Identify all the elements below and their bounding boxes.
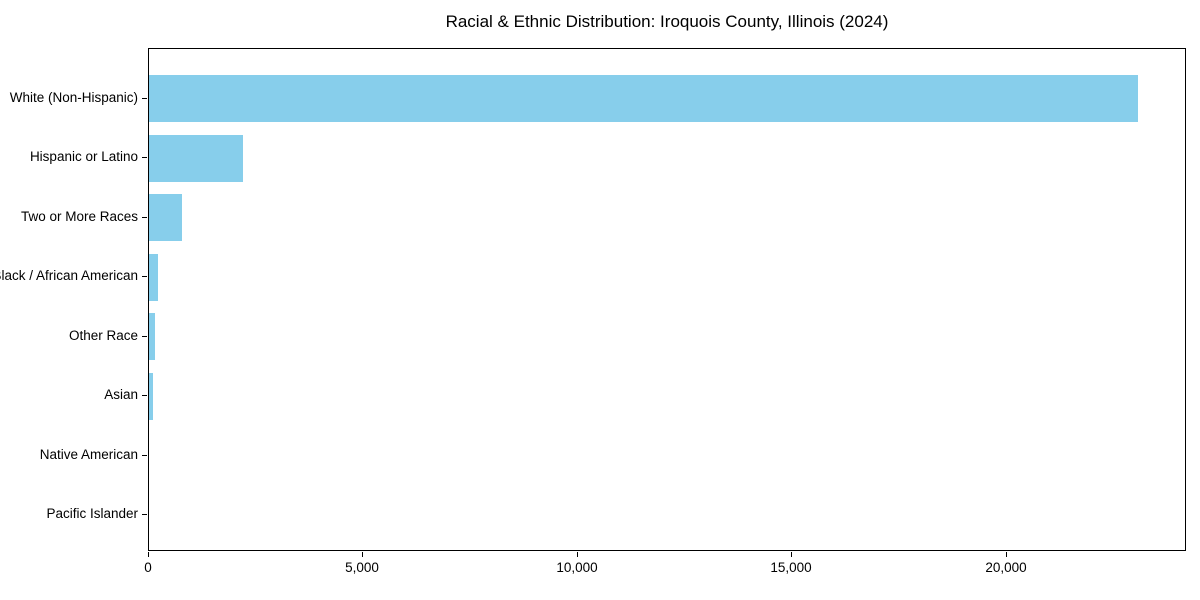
plot-area <box>148 48 1186 551</box>
y-tick-mark <box>142 157 147 158</box>
y-tick-label: White (Non-Hispanic) <box>9 90 138 105</box>
x-tick-mark <box>148 552 149 557</box>
y-tick-mark <box>142 98 147 99</box>
x-tick-label: 10,000 <box>556 560 598 575</box>
bar <box>149 373 153 420</box>
x-tick-mark <box>362 552 363 557</box>
y-tick-mark <box>142 336 147 337</box>
y-tick-label: Hispanic or Latino <box>29 149 138 164</box>
y-tick-mark <box>142 395 147 396</box>
bar <box>149 254 158 301</box>
x-tick-label: 0 <box>144 560 152 575</box>
y-tick-label: Two or More Races <box>20 209 138 224</box>
y-tick-label: Black / African American <box>0 268 138 283</box>
bar <box>149 194 182 241</box>
y-tick-label: Native American <box>39 447 138 462</box>
y-tick-label: Pacific Islander <box>46 506 138 521</box>
y-tick-mark <box>142 217 147 218</box>
y-tick-label: Other Race <box>68 328 138 343</box>
chart-title: Racial & Ethnic Distribution: Iroquois C… <box>445 12 889 31</box>
x-tick-mark <box>577 552 578 557</box>
x-tick-label: 15,000 <box>770 560 812 575</box>
bar <box>149 313 155 360</box>
x-tick-mark <box>1006 552 1007 557</box>
y-tick-label: Asian <box>104 387 138 402</box>
y-tick-mark <box>142 514 147 515</box>
x-tick-label: 20,000 <box>985 560 1027 575</box>
x-tick-label: 5,000 <box>345 560 379 575</box>
y-tick-mark <box>142 276 147 277</box>
bar <box>149 135 243 182</box>
y-tick-mark <box>142 455 147 456</box>
x-tick-mark <box>791 552 792 557</box>
bar <box>149 75 1138 122</box>
